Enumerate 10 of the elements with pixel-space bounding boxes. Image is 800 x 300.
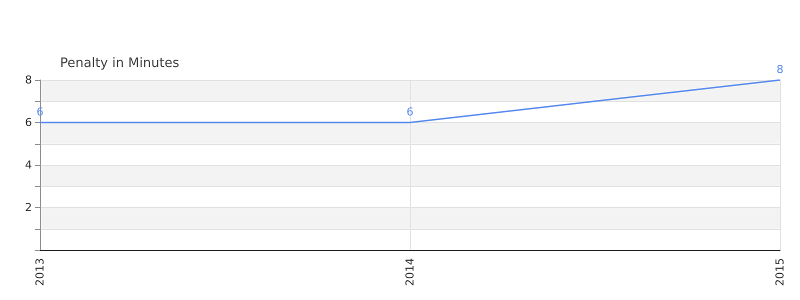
data-label: 8 bbox=[776, 63, 784, 76]
y-tick-label: 2 bbox=[25, 201, 32, 214]
x-tick-label: 2015 bbox=[774, 258, 786, 286]
y-tick-label: 4 bbox=[25, 158, 32, 172]
chart-title: Penalty in Minutes bbox=[60, 56, 180, 71]
y-tick-label: 6 bbox=[25, 116, 32, 129]
x-tick-label: 2013 bbox=[34, 258, 46, 286]
x-tick-label: 2014 bbox=[404, 258, 416, 286]
y-tick-label: 8 bbox=[25, 74, 32, 86]
data-label: 6 bbox=[406, 106, 414, 118]
